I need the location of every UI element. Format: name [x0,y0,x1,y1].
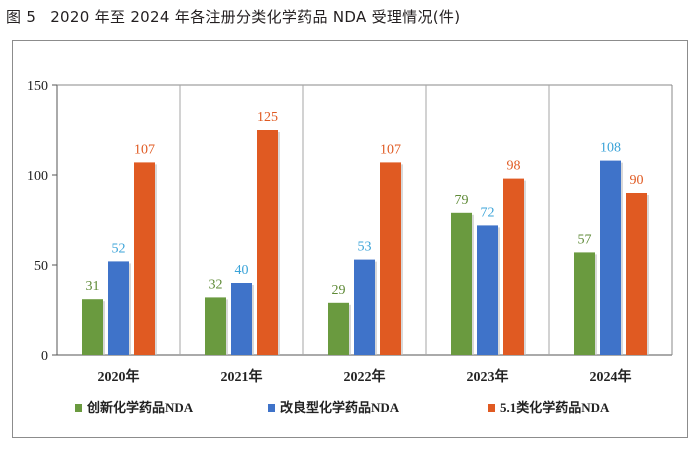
x-category-label: 2024年 [590,368,632,385]
data-label: 31 [86,279,100,294]
bar [328,302,349,355]
y-tick-label: 0 [41,349,48,364]
bar [600,160,621,355]
bar [626,193,647,355]
bar [380,162,401,355]
legend-label: 5.1类化学药品NDA [500,400,610,415]
figure-caption: 图 5 2020 年至 2024 年各注册分类化学药品 NDA 受理情况(件) [6,6,460,27]
legend-label: 改良型化学药品NDA [280,400,400,415]
bar [108,261,129,355]
data-label: 107 [134,142,155,157]
data-label: 79 [455,193,469,208]
data-label: 40 [235,263,249,278]
bar [231,283,252,355]
bar [503,178,524,355]
data-label: 72 [481,205,495,220]
y-tick-label: 50 [34,259,48,274]
data-label: 98 [507,159,521,174]
legend-label: 创新化学药品NDA [86,400,194,415]
bar [477,225,498,355]
data-label: 52 [112,241,126,256]
bar [257,130,278,355]
data-label: 90 [630,173,644,188]
legend-swatch [488,404,495,412]
data-label: 57 [578,232,592,247]
x-category-label: 2023年 [467,368,509,385]
data-label: 107 [380,142,401,157]
y-tick-label: 100 [27,169,48,184]
data-label: 29 [332,283,346,298]
bar [205,297,226,355]
figure-number: 图 5 [6,8,37,26]
chart-frame [12,40,688,438]
x-category-label: 2021年 [221,368,263,385]
data-label: 108 [600,141,621,156]
data-label: 53 [358,240,372,255]
x-category-label: 2020年 [98,368,140,385]
data-label: 32 [209,277,223,292]
bar [82,299,103,355]
data-label: 125 [257,110,278,125]
x-category-label: 2022年 [344,368,386,385]
y-tick-label: 150 [27,79,48,94]
bar [451,212,472,355]
bar [574,252,595,355]
bar [354,259,375,355]
figure-caption-text: 2020 年至 2024 年各注册分类化学药品 NDA 受理情况(件) [50,8,461,26]
legend-swatch [75,404,82,412]
bar [134,162,155,355]
legend-swatch [268,404,275,412]
